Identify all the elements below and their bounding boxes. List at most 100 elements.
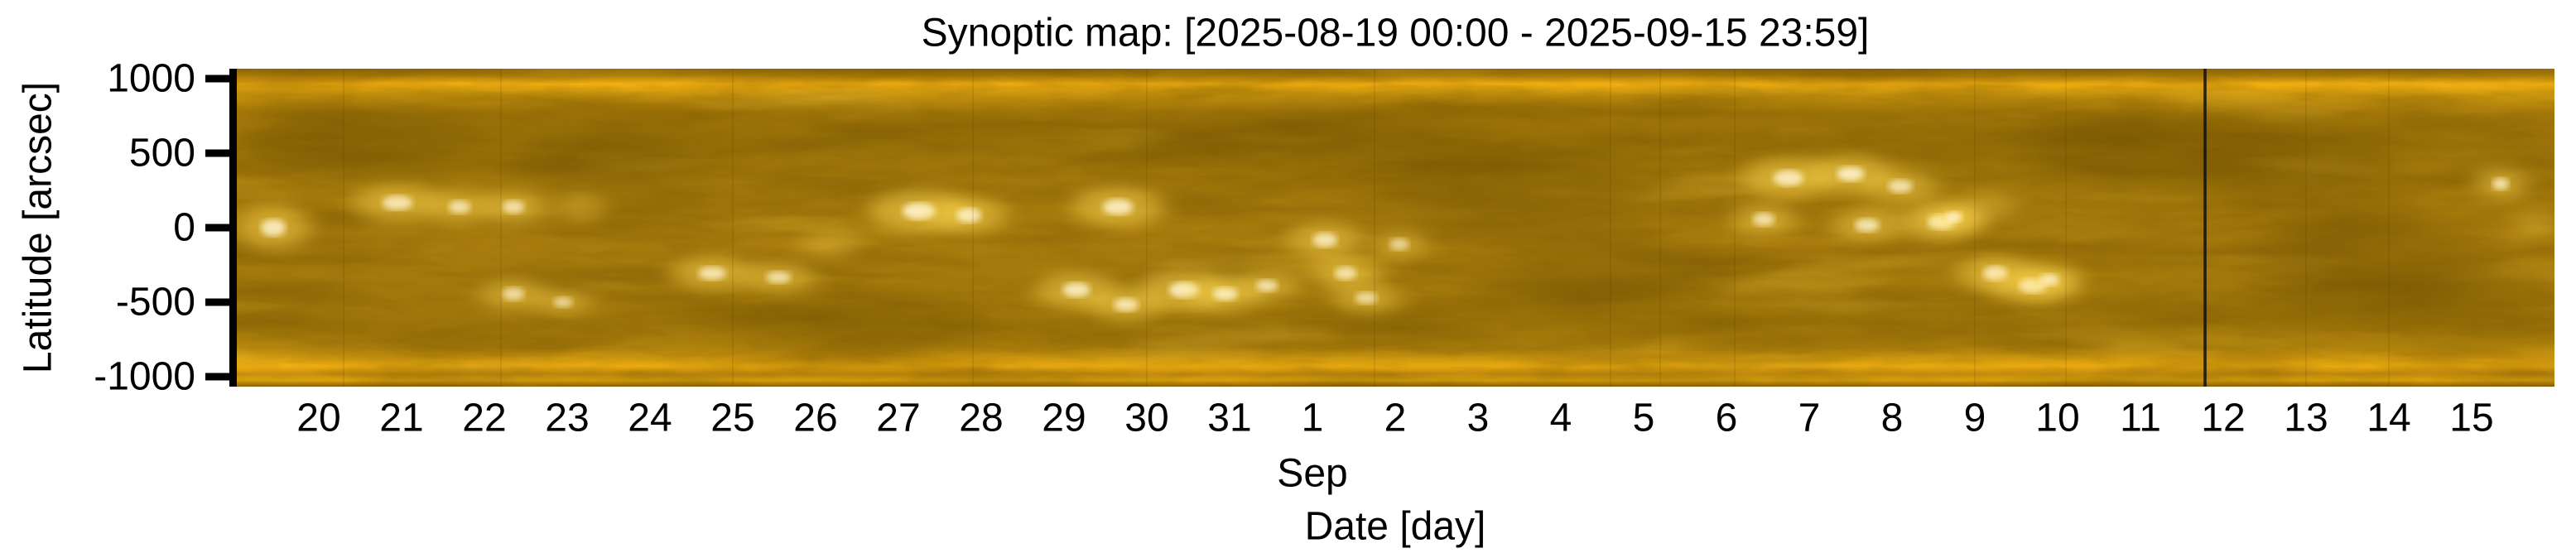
- active-region-core: [1888, 179, 1913, 193]
- month-label: Sep: [1277, 452, 1347, 496]
- x-axis-tick-labels: 20 21 22 23 24 25 26 27 28 29 30 31 1 2 3 4 5 6 7 8 9 10 11 12 1…: [296, 397, 2493, 440]
- active-region-core: [1946, 211, 1962, 223]
- x-tick-label: 1: [1302, 397, 1324, 440]
- dark-region: [2356, 269, 2554, 335]
- active-region-core: [1752, 212, 1775, 226]
- segment-seam: [732, 69, 734, 387]
- x-tick-label: 25: [710, 397, 754, 440]
- segment-seam: [1146, 69, 1148, 387]
- x-tick-label: 24: [628, 397, 672, 440]
- segment-seam: [1659, 69, 1661, 387]
- segment-seam: [1974, 69, 1976, 387]
- dark-region: [236, 326, 2554, 377]
- x-tick-label: 8: [1881, 397, 1904, 440]
- active-region-core: [382, 195, 413, 210]
- active-region-core: [1389, 238, 1409, 251]
- active-region-core: [766, 271, 791, 284]
- dark-region: [733, 298, 981, 357]
- active-region-core: [2039, 273, 2059, 286]
- figure-title: Synoptic map: [2025-08-19 00:00 - 2025-0…: [922, 12, 1870, 55]
- dark-region: [253, 99, 484, 175]
- x-tick-label: 23: [545, 397, 589, 440]
- y-tick-label: -500: [116, 281, 195, 325]
- x-tick-label: 6: [1716, 397, 1738, 440]
- x-tick-label: 21: [379, 397, 423, 440]
- active-region-core: [903, 202, 936, 220]
- active-region-core: [698, 267, 726, 281]
- x-tick-label: 5: [1633, 397, 1655, 440]
- active-region-core: [956, 208, 981, 223]
- active-region-core: [1355, 291, 1378, 305]
- x-tick-label: 3: [1467, 397, 1490, 440]
- x-axis-label: Date [day]: [1305, 505, 1486, 549]
- y-tick-mark: [205, 298, 236, 306]
- x-tick-label: 31: [1207, 397, 1251, 440]
- segment-seam: [1610, 69, 1611, 387]
- active-region-core: [1855, 218, 1880, 232]
- y-axis-ticks: 1000 500 0 -500 -1000: [94, 57, 236, 399]
- segment-seam: [343, 69, 344, 387]
- segment-seam: [2065, 69, 2067, 387]
- active-region-core: [1312, 233, 1337, 248]
- active-region-core: [502, 200, 525, 214]
- active-regions-layer: [236, 156, 2554, 322]
- x-tick-label: 29: [1042, 397, 1086, 440]
- active-region-halo: [2509, 209, 2554, 237]
- active-region-core: [1114, 298, 1139, 312]
- x-tick-label: 13: [2284, 397, 2328, 440]
- x-tick-label: 7: [1798, 397, 1821, 440]
- x-tick-label: 28: [959, 397, 1003, 440]
- x-tick-label: 4: [1550, 397, 1572, 440]
- data-gap-line: [2203, 69, 2207, 387]
- y-tick-label: 0: [173, 206, 195, 250]
- dark-region: [1147, 105, 1478, 171]
- active-region-core: [2492, 177, 2509, 190]
- active-region-halo: [555, 193, 604, 220]
- active-region-halo: [799, 230, 857, 257]
- dark-region: [509, 124, 708, 191]
- active-region-core: [448, 200, 471, 214]
- x-tick-label: 11: [2120, 397, 2161, 440]
- seams-and-gap-layer: [343, 69, 2390, 387]
- segment-seam: [972, 69, 974, 387]
- active-region-core: [261, 219, 286, 237]
- x-tick-label: 26: [793, 397, 837, 440]
- dark-region: [1486, 235, 1718, 319]
- dark-region: [1387, 145, 1652, 245]
- solar-map-image: [236, 69, 2554, 387]
- active-region-core: [1255, 279, 1278, 292]
- segment-seam: [2388, 69, 2390, 387]
- active-region-core: [1837, 166, 1865, 181]
- y-tick-mark: [205, 149, 236, 157]
- dark-region: [2016, 116, 2265, 190]
- active-region-core: [1062, 282, 1091, 297]
- x-tick-label: 2: [1384, 397, 1407, 440]
- x-tick-label: 14: [2367, 397, 2410, 440]
- active-region-core: [1773, 170, 1804, 186]
- active-region-core: [1334, 267, 1357, 281]
- x-tick-label: 22: [462, 397, 506, 440]
- y-tick-label: -1000: [94, 355, 195, 399]
- segment-seam: [1374, 69, 1375, 387]
- x-tick-label: 20: [296, 397, 340, 440]
- active-region-core: [553, 296, 573, 308]
- active-region-core: [502, 286, 525, 301]
- y-tick-mark: [205, 224, 236, 232]
- segment-seam: [1734, 69, 1736, 387]
- y-tick-label: 500: [129, 132, 195, 176]
- x-tick-label: 30: [1124, 397, 1168, 440]
- segment-seam: [500, 69, 502, 387]
- y-tick-mark: [205, 373, 236, 381]
- active-region-core: [1102, 199, 1134, 215]
- x-tick-label: 27: [876, 397, 920, 440]
- x-tick-label: 10: [2035, 397, 2079, 440]
- segment-seam: [2305, 69, 2307, 387]
- x-tick-label: 15: [2449, 397, 2493, 440]
- x-tick-label: 9: [1964, 397, 1986, 440]
- active-region-halo: [1958, 191, 2016, 222]
- active-region-core: [1213, 286, 1238, 301]
- y-axis-label: Latitude [arcsec]: [17, 82, 60, 373]
- dark-regions-layer: [236, 93, 2554, 377]
